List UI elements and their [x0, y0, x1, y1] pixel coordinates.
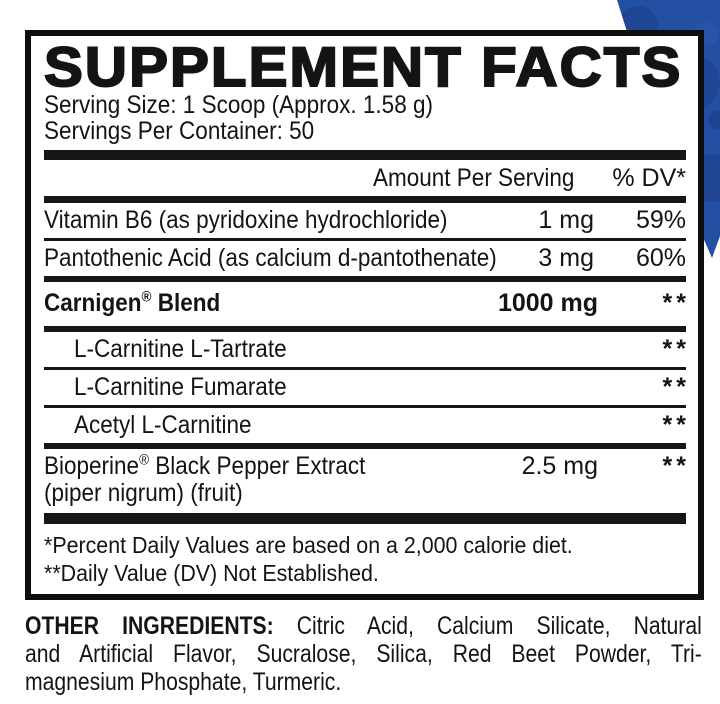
- ingredient-dv: **: [662, 411, 690, 439]
- table-row: Carnigen® Blend 1000 mg **: [44, 282, 686, 332]
- facts-table-body: Vitamin B6 (as pyridoxine hydrochloride)…: [44, 203, 686, 524]
- footnote: **Daily Value (DV) Not Established.: [44, 560, 379, 586]
- table-header: Amount Per Serving % DV*: [44, 160, 686, 203]
- ingredient-amount: 3 mg: [538, 244, 594, 272]
- other-ingredients-line: and Artificial Flavor, Sucralose, Silica…: [25, 640, 702, 668]
- ingredient-dv: 60%: [635, 244, 686, 272]
- table-row: L-Carnitine L-Tartrate **: [44, 332, 686, 370]
- ingredient-name: Vitamin B6 (as pyridoxine hydrochloride): [44, 206, 448, 234]
- ingredient-name: Carnigen® Blend: [44, 288, 221, 317]
- table-row: L-Carnitine Fumarate **: [44, 370, 686, 408]
- ingredient-amount: 1 mg: [538, 206, 594, 234]
- ingredient-name: Bioperine® Black Pepper Extract (piper ni…: [44, 451, 366, 507]
- divider-thick: [44, 150, 686, 160]
- other-ingredients: OTHER INGREDIENTS: Citric Acid, Calcium …: [25, 612, 702, 696]
- other-ingredients-line: OTHER INGREDIENTS: Citric Acid, Calcium …: [25, 612, 702, 640]
- facts-title: SUPPLEMENT FACTS: [43, 35, 683, 98]
- ingredient-dv: **: [662, 289, 690, 317]
- ingredient-name: L-Carnitine Fumarate: [74, 373, 287, 401]
- table-row: Pantothenic Acid (as calcium d-pantothen…: [44, 241, 686, 282]
- ingredient-dv: **: [662, 335, 690, 363]
- supplement-facts-panel: SUPPLEMENT FACTS Serving Size: 1 Scoop (…: [25, 30, 704, 600]
- table-row: Acetyl L-Carnitine **: [44, 408, 686, 449]
- ingredient-amount: 2.5 mg: [521, 452, 598, 480]
- ingredient-amount: 1000 mg: [497, 289, 598, 317]
- footnotes: *Percent Daily Values are based on a 2,0…: [44, 524, 686, 587]
- ingredient-name: Acetyl L-Carnitine: [74, 411, 252, 439]
- ingredient-dv: 59%: [635, 206, 686, 234]
- column-header-dv: % DV*: [612, 164, 686, 192]
- table-row: Vitamin B6 (as pyridoxine hydrochloride)…: [44, 203, 686, 241]
- ingredient-dv: **: [662, 452, 690, 480]
- column-header-amount: Amount Per Serving: [372, 164, 574, 192]
- servings-per-container: Servings Per Container: 50: [44, 117, 315, 145]
- footnote: *Percent Daily Values are based on a 2,0…: [44, 532, 573, 558]
- serving-size: Serving Size: 1 Scoop (Approx. 1.58 g): [44, 91, 433, 119]
- ingredient-dv: **: [662, 373, 690, 401]
- ingredient-name: Pantothenic Acid (as calcium d-pantothen…: [44, 244, 497, 272]
- table-row: Bioperine® Black Pepper Extract (piper ni…: [44, 449, 686, 524]
- other-ingredients-line: magnesium Phosphate, Turmeric.: [25, 668, 342, 696]
- ingredient-name: L-Carnitine L-Tartrate: [74, 335, 287, 363]
